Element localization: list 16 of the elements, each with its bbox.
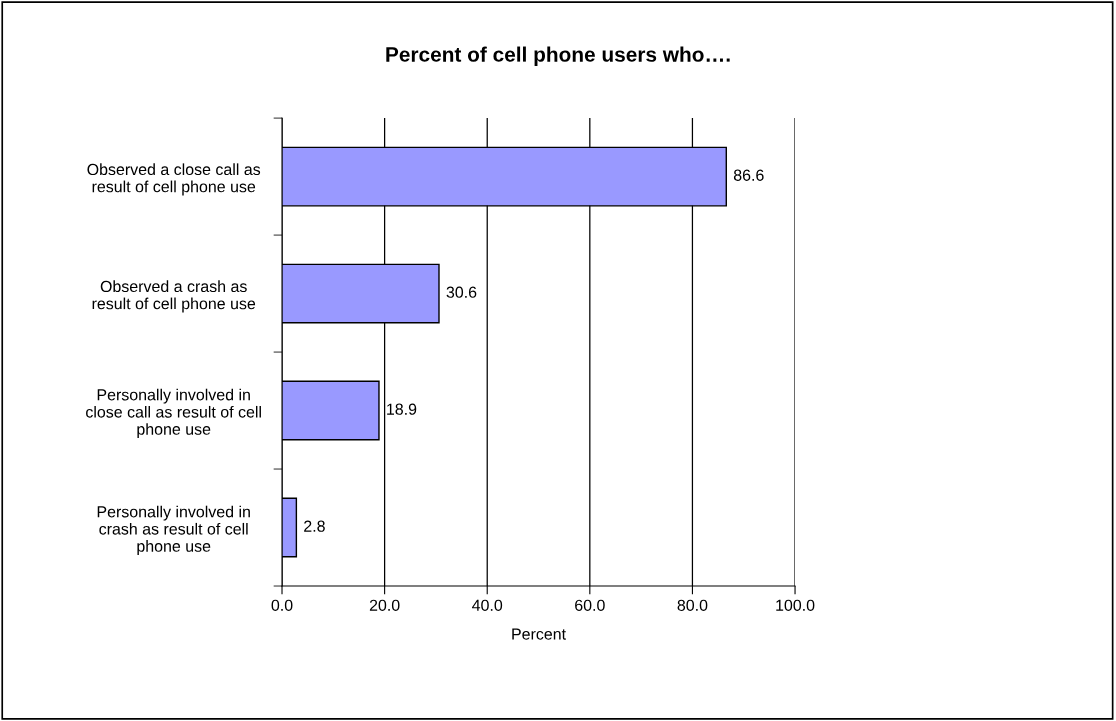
x-tick-label: 60.0 xyxy=(575,599,605,611)
data-label: 18.9 xyxy=(387,403,417,415)
data-label: 2.8 xyxy=(304,520,325,532)
x-tick-label: 0.0 xyxy=(271,599,293,611)
y-tick-label: Personally involved in close call as result of cell phone use xyxy=(86,388,261,439)
data-label: 30.6 xyxy=(446,286,477,298)
y-tick-label: Observed a close call as result of cell phone use xyxy=(87,163,261,196)
x-tick-label: 40.0 xyxy=(472,599,503,611)
x-tick-label: 100.0 xyxy=(776,599,815,611)
data-label: 86.6 xyxy=(733,169,764,181)
x-tick-label: 20.0 xyxy=(369,599,400,611)
y-tick-label: Observed a crash as result of cell phone use xyxy=(92,280,256,313)
y-tick-label: Personally involved in crash as result of cell phone use xyxy=(97,505,250,555)
x-axis-title: Percent xyxy=(512,628,566,640)
chart-title: Percent of cell phone users who…. xyxy=(386,46,730,66)
x-tick-label: 80.0 xyxy=(677,599,708,611)
